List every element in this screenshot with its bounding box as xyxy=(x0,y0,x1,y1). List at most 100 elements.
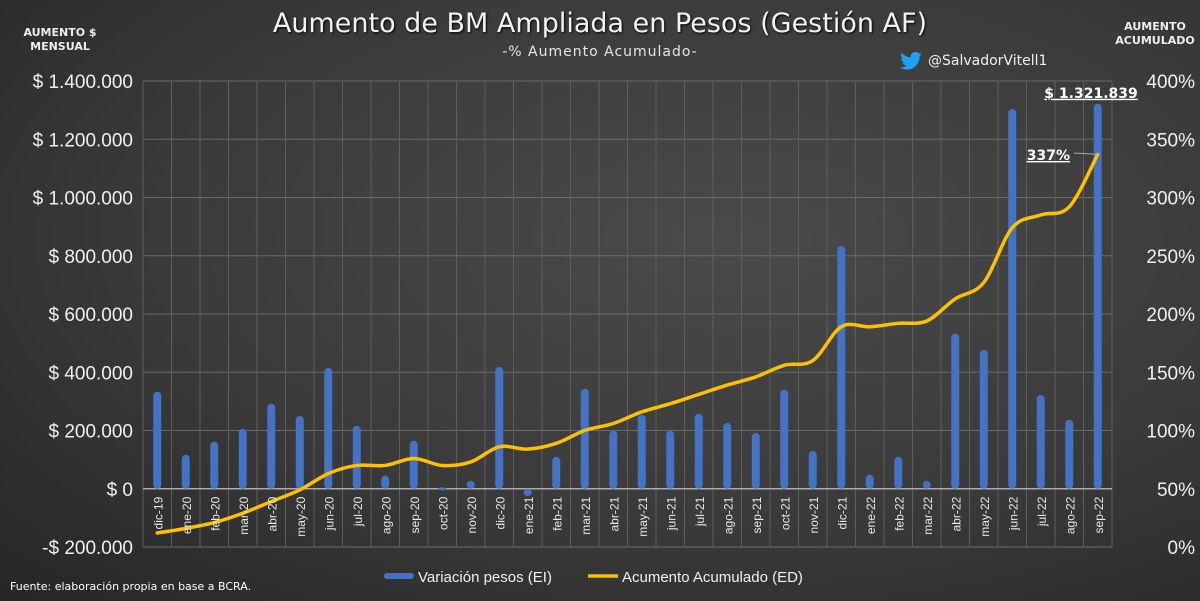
bar xyxy=(495,367,504,489)
x-tick-label: abr-20 xyxy=(265,496,279,531)
right-tick-label: 250% xyxy=(1146,247,1195,268)
bar xyxy=(1093,103,1102,489)
x-tick-label: mar-21 xyxy=(579,496,593,534)
bar xyxy=(951,333,960,489)
bar xyxy=(865,474,874,489)
bar xyxy=(637,414,646,489)
bar xyxy=(466,480,475,489)
x-tick-label: abr-22 xyxy=(949,496,963,531)
bar xyxy=(153,391,162,489)
right-tick-label: 300% xyxy=(1146,189,1195,210)
bar xyxy=(1036,394,1045,489)
left-tick-label: $ 800.000 xyxy=(48,247,133,268)
legend-label-line: Acumento Acumulado (ED) xyxy=(622,569,803,586)
x-tick-label: jun-22 xyxy=(1006,496,1020,531)
left-tick-label: $ 1.200.000 xyxy=(33,130,133,151)
bar xyxy=(922,480,931,489)
bar xyxy=(409,440,418,489)
bar xyxy=(723,422,732,489)
bar xyxy=(523,488,532,497)
legend-label-bars: Variación pesos (EI) xyxy=(418,569,552,586)
x-tick-label: jun-21 xyxy=(664,496,678,531)
source-note: Fuente: elaboración propia en base a BCR… xyxy=(10,580,252,593)
cumulative-line xyxy=(155,152,1100,535)
bar xyxy=(381,475,390,489)
bar xyxy=(295,415,304,489)
right-tick-label: 0% xyxy=(1168,538,1196,559)
x-tick-label: mar-22 xyxy=(921,496,935,534)
x-tick-label: jul-22 xyxy=(1035,496,1049,527)
x-tick-label: jul-20 xyxy=(351,496,365,527)
x-tick-label: may-20 xyxy=(294,496,308,536)
x-tick-label: mar-20 xyxy=(237,496,251,534)
x-tick-label: feb-21 xyxy=(550,496,564,530)
bar xyxy=(808,450,817,489)
right-tick-label: 350% xyxy=(1146,130,1195,151)
x-tick-label: feb-22 xyxy=(892,496,906,530)
bar xyxy=(324,367,333,489)
right-tick-label: 150% xyxy=(1146,363,1195,384)
bar-annotation: $ 1.321.839 xyxy=(1044,86,1137,102)
bar xyxy=(1065,419,1074,489)
bar xyxy=(894,456,903,489)
chart-subtitle: -% Aumento Acumulado- xyxy=(502,44,698,60)
right-tick-label: 400% xyxy=(1146,72,1195,93)
bar xyxy=(580,388,589,489)
x-tick-label: sep-22 xyxy=(1092,496,1106,533)
bar xyxy=(181,454,190,489)
x-tick-label: feb-20 xyxy=(208,496,222,530)
x-tick-label: oct-20 xyxy=(436,496,450,530)
left-tick-label: -$ 200.000 xyxy=(42,538,133,559)
left-tick-label: $ 400.000 xyxy=(48,363,133,384)
bar xyxy=(609,430,618,489)
bar xyxy=(979,349,988,489)
bar xyxy=(238,428,247,489)
x-tick-label: ago-21 xyxy=(721,496,735,534)
left-tick-label: $ 1.400.000 xyxy=(33,72,133,93)
bar xyxy=(666,430,675,489)
left-tick-label: $ 0 xyxy=(107,480,133,501)
left-tick-label: $ 200.000 xyxy=(48,422,133,443)
left-axis-title: AUMENTO $ MENSUAL xyxy=(23,26,97,53)
bar xyxy=(552,456,561,489)
x-tick-label: nov-21 xyxy=(807,496,821,533)
x-tick-label: oct-21 xyxy=(778,496,792,530)
x-tick-label: ago-22 xyxy=(1063,496,1077,534)
right-axis-title: AUMENTO ACUMULADO xyxy=(1115,20,1195,47)
bar xyxy=(837,245,846,489)
x-tick-label: ago-20 xyxy=(379,496,393,534)
bar xyxy=(352,425,361,489)
right-tick-label: 50% xyxy=(1157,480,1195,501)
twitter-handle: @SalvadorVitell1 xyxy=(900,52,1047,70)
bar xyxy=(210,441,219,489)
x-tick-label: may-21 xyxy=(636,496,650,536)
x-tick-label: dic-19 xyxy=(151,496,165,529)
legend-swatch-bars xyxy=(384,573,414,579)
twitter-bird-icon xyxy=(900,52,922,70)
x-tick-label: abr-21 xyxy=(607,496,621,531)
annotation-leader xyxy=(1073,152,1098,155)
left-tick-label: $ 600.000 xyxy=(48,305,133,326)
right-tick-label: 100% xyxy=(1146,422,1195,443)
x-tick-label: sep-21 xyxy=(750,496,764,533)
x-tick-label: dic-21 xyxy=(835,496,849,529)
bar xyxy=(267,403,276,489)
x-tick-label: jun-20 xyxy=(322,496,336,531)
x-tick-label: sep-20 xyxy=(408,496,422,533)
left-tick-label: $ 1.000.000 xyxy=(33,189,133,210)
x-tick-label: jul-21 xyxy=(693,496,707,527)
chart-title: Aumento de BM Ampliada en Pesos (Gestión… xyxy=(272,8,928,39)
x-tick-label: may-22 xyxy=(978,496,992,536)
bar xyxy=(780,389,789,489)
x-tick-label: ene-22 xyxy=(864,496,878,534)
right-tick-label: 200% xyxy=(1146,305,1195,326)
bar xyxy=(751,432,760,489)
handle-text: @SalvadorVitell1 xyxy=(928,53,1048,69)
bar xyxy=(438,487,447,491)
x-tick-label: nov-20 xyxy=(465,496,479,533)
bar xyxy=(1008,108,1017,489)
line-annotation: 337% xyxy=(1027,148,1070,164)
x-tick-label: dic-20 xyxy=(493,496,507,529)
x-tick-label: ene-20 xyxy=(180,496,194,534)
